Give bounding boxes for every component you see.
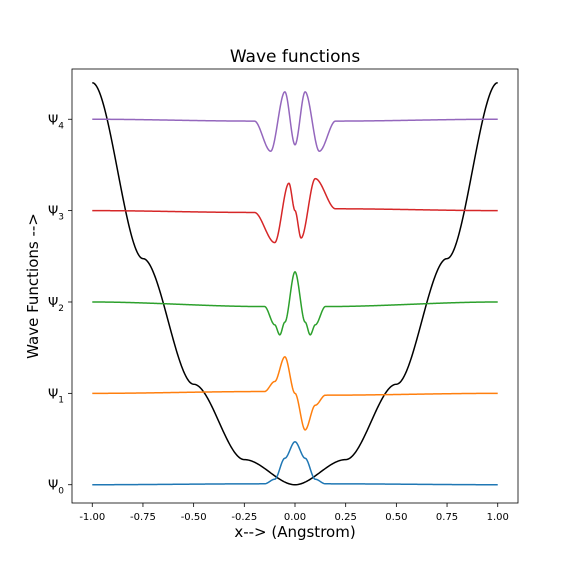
y-tick-symbol: Ψ [48,113,58,128]
y-tick-symbol: Ψ [48,296,58,311]
x-tick-label: 1.00 [487,512,509,523]
x-tick-label: -0.50 [181,512,207,523]
x-tick-label: -0.25 [231,512,257,523]
x-tick-label: 0.25 [335,512,357,523]
y-tick-symbol: Ψ [48,387,58,402]
x-tick-label: 0.50 [385,512,407,523]
y-tick-subscript: 3 [58,213,64,223]
y-tick-label: Ψ1 [48,387,64,405]
wave-function-4-line [92,90,498,153]
y-tick-label: Ψ0 [48,479,64,497]
y-tick-symbol: Ψ [48,205,58,220]
y-tick-label: Ψ3 [48,205,64,223]
x-axis-label: x--> (Angstrom) [234,523,355,541]
wave-function-0-line [92,441,498,486]
x-tick-label: -1.00 [79,512,105,523]
chart-title: Wave functions [230,47,361,67]
x-tick-label: -0.75 [130,512,156,523]
plot-area [71,68,519,504]
y-tick-symbol: Ψ [48,479,58,494]
y-tick-label: Ψ2 [48,296,64,314]
y-tick-label: Ψ4 [48,113,64,131]
x-tick-label: 0.00 [284,512,306,523]
x-axis-ticks: -1.00 -0.75 -0.50 -0.25 0.00 0.25 0.50 0.75 1.00 [79,503,509,523]
x-tick-label: 0.75 [436,512,458,523]
wave-function-3-line [92,177,498,244]
curves-group [92,81,498,486]
wave-function-2-line [92,270,498,336]
y-tick-subscript: 2 [58,304,64,314]
y-axis-label: Wave Functions --> [24,213,42,359]
potential-curve [92,81,498,486]
y-tick-subscript: 0 [58,487,64,497]
y-tick-subscript: 1 [58,395,64,405]
wave-function-1-line [92,355,498,431]
y-tick-subscript: 4 [58,121,64,131]
